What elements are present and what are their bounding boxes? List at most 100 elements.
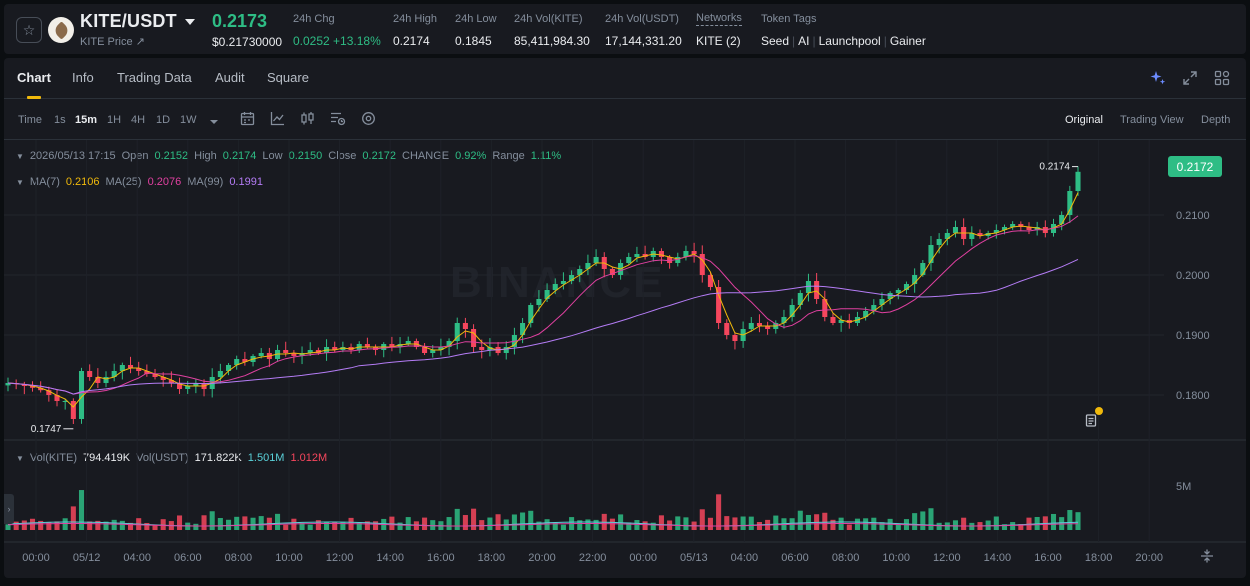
- volume-bar: [356, 522, 362, 530]
- candle-body: [993, 230, 999, 233]
- price-alert-icon[interactable]: [1084, 412, 1098, 428]
- timeframe-time[interactable]: Time: [18, 114, 43, 126]
- volume-bar: [846, 524, 852, 530]
- candle-body: [1075, 171, 1081, 191]
- volume-bar: [234, 516, 240, 530]
- candle-body: [912, 275, 918, 284]
- tag-ai[interactable]: AI: [798, 34, 810, 48]
- candle-body: [103, 377, 109, 383]
- candle-body: [838, 320, 844, 323]
- candle-body: [471, 329, 477, 347]
- x-tick-label: 06:00: [174, 552, 202, 564]
- candle-body: [520, 323, 526, 335]
- settings-target-icon[interactable]: [361, 111, 377, 127]
- indicator-settings-icon[interactable]: [330, 111, 346, 127]
- chart-panel: Chart Info Trading Data Audit Square Tim…: [4, 58, 1246, 578]
- timeframe-1s[interactable]: 1s: [54, 114, 66, 126]
- line-chart-tool-icon[interactable]: [270, 111, 286, 127]
- tag-gainer[interactable]: Gainer: [889, 34, 926, 48]
- candle-body: [462, 323, 468, 329]
- candle-body: [707, 275, 713, 287]
- tab-info[interactable]: Info: [72, 70, 94, 85]
- volume-bar: [895, 524, 901, 530]
- auto-scale-icon[interactable]: [1200, 549, 1216, 565]
- stat-networks[interactable]: Networks KITE (2): [696, 12, 742, 48]
- stat-24h-change: 24h Chg 0.0252 +13.18%: [293, 13, 381, 48]
- caret-down-icon: [184, 18, 195, 25]
- candle-body: [332, 347, 338, 350]
- volume-bar: [634, 520, 640, 530]
- candle-body: [634, 254, 640, 257]
- candle-body: [217, 371, 223, 377]
- tab-trading-data[interactable]: Trading Data: [117, 70, 192, 85]
- volume-bar: [732, 517, 738, 530]
- legend-volusdt: 171.822K: [194, 452, 242, 464]
- volume-bar: [577, 520, 583, 530]
- legend-ma25-label: MA(25): [105, 176, 142, 188]
- volume-bar: [773, 515, 779, 530]
- timeframe-1w[interactable]: 1W: [180, 114, 197, 126]
- candle-body: [969, 233, 975, 239]
- candle-body: [781, 317, 787, 323]
- view-original[interactable]: Original: [1065, 114, 1103, 126]
- side-toggle-chevron-icon[interactable]: ›: [4, 494, 14, 524]
- tab-audit[interactable]: Audit: [215, 70, 245, 85]
- collapse-chevron-icon[interactable]: ▼: [16, 177, 24, 187]
- candle-body: [454, 323, 460, 341]
- volume-bar: [1018, 524, 1024, 530]
- collapse-chevron-icon[interactable]: ▼: [16, 453, 24, 463]
- candle-body: [667, 257, 673, 263]
- volume-bar: [740, 516, 746, 530]
- timeframe-15m[interactable]: 15m: [75, 114, 98, 126]
- tab-square[interactable]: Square: [267, 70, 309, 85]
- ohlc-legend: ▼ 2026/05/13 17:15 Open 0.2152 High 0.2174…: [16, 150, 561, 162]
- coin-price-link[interactable]: KITE Price ↗: [80, 36, 145, 48]
- volume-bar: [912, 513, 918, 530]
- candlestick-chart[interactable]: 0.2100 0.2000 0.1900 0.1800 5M 00:00 05/12 04:0…: [4, 140, 1246, 578]
- volume-bar: [95, 520, 101, 530]
- candle-body: [152, 374, 158, 377]
- layout-grid-icon[interactable]: [1214, 70, 1230, 86]
- candle-body: [185, 386, 191, 389]
- candle-body: [54, 395, 60, 401]
- candle-body: [675, 257, 681, 263]
- calendar-icon[interactable]: [240, 111, 256, 127]
- volume-bar: [830, 519, 836, 530]
- tab-chart[interactable]: Chart: [17, 70, 51, 85]
- timeframe-1h[interactable]: 1H: [107, 114, 122, 126]
- view-trading-view[interactable]: Trading View: [1120, 114, 1184, 126]
- pair-selector[interactable]: KITE/USDT: [80, 11, 195, 32]
- volume-bar: [1050, 513, 1057, 530]
- timeframe-4h[interactable]: 4H: [131, 114, 146, 126]
- candle-body: [748, 323, 754, 329]
- candle-body: [724, 323, 730, 335]
- volume-bar: [258, 516, 264, 530]
- ai-sparkle-icon[interactable]: [1150, 70, 1166, 86]
- candle-type-icon[interactable]: [300, 111, 316, 127]
- volume-ma2-line: [7, 523, 1079, 527]
- candle-body: [111, 371, 117, 377]
- x-tick-label: 00:00: [22, 552, 50, 564]
- legend-vol-label: Vol(KITE): [29, 452, 77, 464]
- favorite-star-button[interactable]: ☆: [16, 17, 42, 43]
- tag-seed[interactable]: Seed: [761, 34, 790, 48]
- candle-body: [1010, 224, 1016, 227]
- ma99-line: [7, 258, 1079, 395]
- stat-value: 85,411,984.30: [514, 34, 590, 48]
- x-tick-label: 20:00: [528, 552, 556, 564]
- collapse-chevron-icon[interactable]: ▼: [16, 151, 24, 161]
- timeframe-dropdown-icon[interactable]: [209, 114, 219, 130]
- y-tick-label: 0.2100: [1176, 210, 1210, 222]
- tag-launchpool[interactable]: Launchpool: [818, 34, 881, 48]
- volume-bar: [528, 510, 534, 530]
- x-tick-label: 16:00: [427, 552, 455, 564]
- view-depth[interactable]: Depth: [1201, 114, 1231, 126]
- legend-open-label: Open: [121, 150, 149, 162]
- stat-24h-high: 24h High 0.2174: [393, 13, 437, 48]
- timeframe-1d[interactable]: 1D: [156, 114, 171, 126]
- expand-icon[interactable]: [1182, 70, 1198, 86]
- volume-bar: [176, 515, 183, 530]
- candle-body: [936, 239, 942, 245]
- volume-bar: [38, 520, 44, 530]
- volume-bar: [699, 509, 705, 530]
